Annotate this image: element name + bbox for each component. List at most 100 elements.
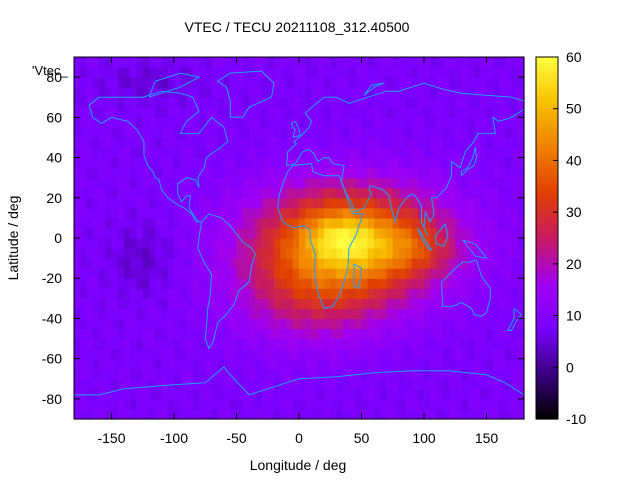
heatmap-cell: [174, 338, 181, 350]
heatmap-cell: [280, 167, 288, 179]
heatmap-cell: [236, 328, 244, 340]
heatmap-cell: [330, 308, 338, 320]
heatmap-cell: [330, 67, 338, 78]
heatmap-cell: [449, 117, 456, 128]
heatmap-cell: [174, 288, 181, 299]
heatmap-cell: [167, 248, 175, 259]
colorbar-step: [536, 222, 558, 227]
heatmap-cell: [436, 328, 444, 340]
heatmap-cell: [286, 97, 294, 108]
heatmap-cell: [186, 328, 194, 340]
colorbar-step: [536, 370, 558, 375]
heatmap-cell: [336, 157, 344, 169]
heatmap-cell: [311, 298, 319, 309]
heatmap-cell: [167, 288, 175, 299]
heatmap-cell: [517, 408, 525, 420]
heatmap-cell: [317, 177, 325, 189]
heatmap-cell: [411, 248, 419, 259]
heatmap-cell: [317, 97, 325, 108]
heatmap-cell: [80, 87, 88, 98]
heatmap-cell: [186, 248, 194, 259]
heatmap-cell: [199, 248, 206, 259]
heatmap-cell: [349, 57, 356, 68]
heatmap-cell: [424, 177, 431, 189]
heatmap-cell: [324, 227, 331, 239]
heatmap-cell: [74, 278, 81, 289]
coastline-greenland: [216, 70, 275, 118]
heatmap-cell: [155, 227, 163, 239]
heatmap-cell: [492, 107, 500, 118]
heatmap-cell: [455, 187, 463, 199]
legend-entry: 'Vtec_: [32, 63, 68, 78]
heatmap-cell: [367, 77, 375, 88]
heatmap-cell: [111, 268, 119, 279]
heatmap-cell: [111, 107, 119, 118]
heatmap-cell: [417, 147, 425, 159]
colorbar-step: [536, 325, 558, 330]
heatmap-cell: [292, 67, 300, 78]
heatmap-cell: [449, 308, 456, 320]
heatmap-cell: [280, 97, 288, 108]
heatmap-cell: [155, 318, 163, 330]
heatmap-cell: [242, 258, 250, 269]
heatmap-cell: [467, 197, 475, 209]
heatmap-cell: [174, 398, 181, 410]
heatmap-cell: [374, 358, 381, 370]
heatmap-cell: [180, 348, 188, 360]
heatmap-cell: [92, 197, 100, 209]
heatmap-cell: [317, 157, 325, 169]
heatmap-cell: [255, 308, 263, 320]
heatmap-cell: [292, 97, 300, 108]
colorbar-step: [536, 144, 558, 149]
heatmap-cell: [311, 278, 319, 289]
heatmap-cell: [517, 378, 525, 390]
heatmap-cell: [261, 338, 269, 350]
heatmap-cell: [230, 207, 238, 219]
heatmap-cell: [355, 348, 363, 360]
heatmap-cell: [399, 368, 406, 380]
coastline-sumatra: [417, 227, 433, 252]
heatmap-cell: [505, 258, 513, 269]
colorbar-step: [536, 256, 558, 260]
heatmap-cell: [124, 217, 131, 229]
colorbar-step: [536, 198, 558, 203]
colorbar-tick-label: 50: [566, 101, 582, 117]
heatmap-cell: [117, 348, 125, 360]
heatmap-cell: [124, 197, 131, 209]
heatmap-cell: [142, 268, 150, 279]
heatmap-cell: [292, 107, 300, 118]
colorbar-step: [536, 195, 558, 200]
heatmap-cell: [80, 157, 88, 169]
colorbar-step: [536, 81, 558, 85]
heatmap-cell: [242, 217, 250, 229]
heatmap-cell: [80, 258, 88, 269]
heatmap-cell: [224, 338, 231, 350]
heatmap-cell: [124, 227, 131, 239]
heatmap-cell: [467, 288, 475, 299]
heatmap-cell: [486, 238, 494, 249]
heatmap-cell: [286, 227, 294, 239]
heatmap-cell: [105, 97, 113, 108]
colorbar-step: [536, 162, 558, 167]
heatmap-cell: [380, 207, 388, 219]
heatmap-cell: [424, 378, 431, 390]
heatmap-cell: [467, 157, 475, 169]
heatmap-cell: [317, 207, 325, 219]
heatmap-cell: [224, 318, 231, 330]
heatmap-cell: [292, 238, 300, 249]
heatmap-cell: [305, 398, 313, 410]
heatmap-cell: [361, 248, 369, 259]
heatmap-cell: [392, 217, 400, 229]
heatmap-cell: [324, 388, 331, 400]
heatmap-cell: [74, 187, 81, 199]
heatmap-cell: [230, 318, 238, 330]
heatmap-cell: [105, 408, 113, 420]
heatmap-cell: [136, 147, 144, 159]
heatmap-cell: [299, 137, 306, 149]
heatmap-cell: [474, 398, 481, 410]
heatmap-cell: [461, 107, 469, 118]
heatmap-cell: [161, 97, 169, 108]
heatmap-cell: [517, 57, 525, 68]
heatmap-cell: [274, 298, 281, 309]
colorbar-step: [536, 213, 558, 218]
